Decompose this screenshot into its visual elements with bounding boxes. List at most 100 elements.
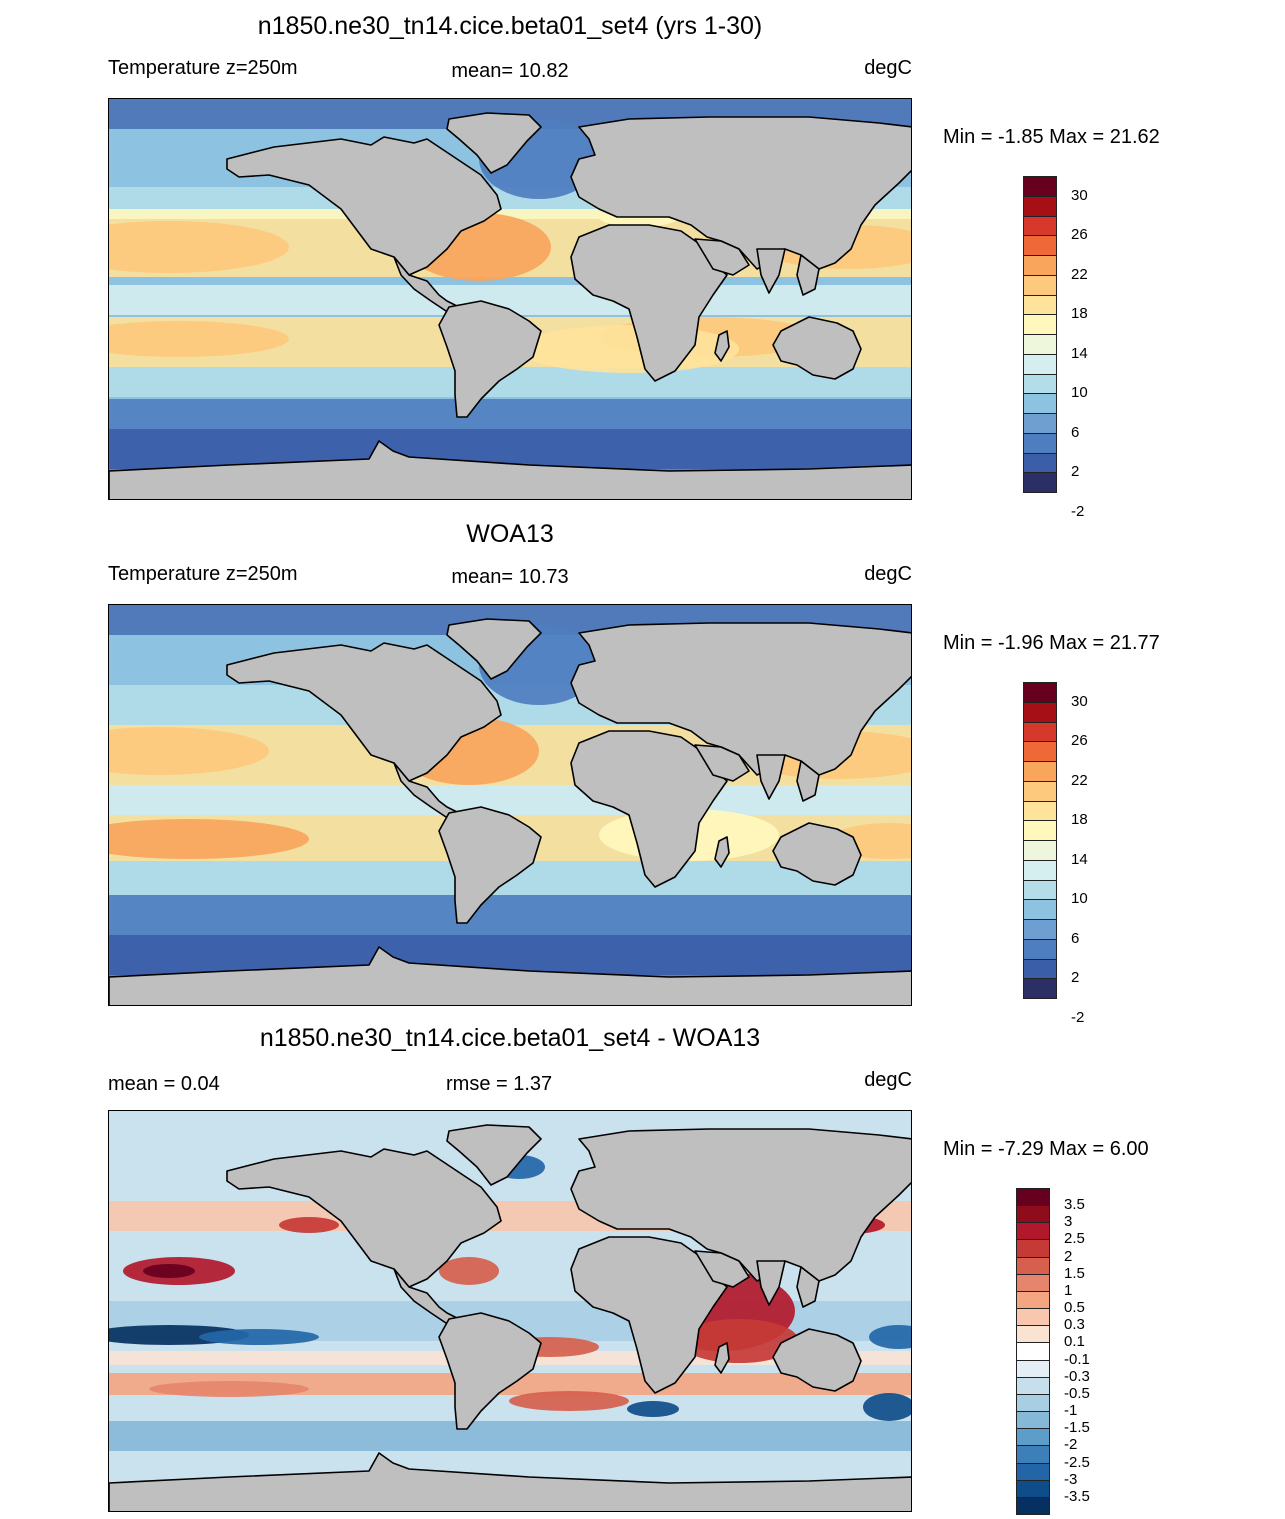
arabia-landmass xyxy=(694,238,750,276)
panel1-title: n1850.ne30_tn14.cice.beta01_set4 (yrs 1-… xyxy=(257,12,763,40)
colorbar-tick-label: 2 xyxy=(1071,969,1080,987)
panel1-units-label: degC xyxy=(864,57,912,79)
colorbar-swatch xyxy=(1023,373,1057,395)
land-layer xyxy=(109,1124,911,1511)
colorbar-swatch xyxy=(1016,1256,1050,1275)
india-landmass xyxy=(756,1260,786,1306)
australia-landmass xyxy=(772,1328,862,1392)
ocean-band xyxy=(109,935,911,975)
colorbar-tick-label: -2 xyxy=(1071,1008,1085,1026)
north-america-landmass xyxy=(226,642,502,782)
antarctica-landmass xyxy=(109,946,911,1005)
colorbar-tick-label: 1 xyxy=(1064,1281,1073,1299)
panel2-map xyxy=(108,604,912,1006)
panel3-title: n1850.ne30_tn14.cice.beta01_set4 - WOA13 xyxy=(259,1024,761,1052)
south-america-landmass xyxy=(438,806,542,924)
colorbar-tick-label: 10 xyxy=(1071,890,1088,908)
colorbar-swatch xyxy=(1016,1290,1050,1310)
panel2-units-label: degC xyxy=(864,563,912,585)
colorbar-tick-label: 26 xyxy=(1071,732,1088,750)
colorbar-swatch xyxy=(1016,1376,1050,1395)
panel1-variable-label: Temperature z=250m xyxy=(108,57,298,79)
colorbar-swatch xyxy=(1023,235,1057,256)
panel2-variable-label: Temperature z=250m xyxy=(108,563,298,585)
colorbar-swatch xyxy=(1023,682,1057,703)
arabia-landmass xyxy=(694,1250,750,1288)
colorbar-swatch xyxy=(1016,1273,1050,1292)
colorbar-swatch xyxy=(1023,314,1057,335)
colorbar-tick-label: 0.1 xyxy=(1064,1333,1085,1351)
south-america-landmass xyxy=(438,300,542,418)
colorbar-tick-label: 6 xyxy=(1071,929,1080,947)
colorbar-tick-label: 6 xyxy=(1071,423,1080,441)
antarctica-landmass xyxy=(109,440,911,499)
colorbar-swatch xyxy=(1023,741,1057,762)
colorbar-swatch xyxy=(1016,1188,1050,1207)
ocean-anomaly xyxy=(199,1329,319,1345)
colorbar-tick-label: -0.5 xyxy=(1064,1384,1090,1402)
colorbar-swatch xyxy=(1023,919,1057,940)
colorbar-tick-label: 22 xyxy=(1071,771,1088,789)
ocean-anomaly xyxy=(149,1381,309,1397)
colorbar-swatch xyxy=(1023,294,1057,316)
colorbar-tick-label: 18 xyxy=(1071,811,1088,829)
north-america-landmass xyxy=(226,1148,502,1288)
colorbar-swatch xyxy=(1023,274,1057,296)
panel1-mean-label: mean= 10.82 xyxy=(451,60,569,82)
colorbar-tick-label: 2.5 xyxy=(1064,1230,1085,1248)
colorbar-tick-label: -1 xyxy=(1064,1402,1078,1420)
colorbar-tick-label: -0.1 xyxy=(1064,1350,1090,1368)
colorbar-swatch xyxy=(1016,1428,1050,1447)
panel3-rmse-label: rmse = 1.37 xyxy=(446,1073,553,1095)
india-landmass xyxy=(756,754,786,800)
colorbar-swatch xyxy=(1023,978,1057,999)
greenland-landmass xyxy=(446,618,542,680)
colorbar-swatch xyxy=(1023,859,1057,881)
colorbar-swatch xyxy=(1023,761,1057,782)
southeast-asia-landmass xyxy=(796,760,820,802)
ocean-band xyxy=(109,429,911,469)
colorbar-tick-label: -0.3 xyxy=(1064,1367,1090,1385)
colorbar-swatch xyxy=(1016,1325,1050,1344)
panel3-units-label: degC xyxy=(864,1069,912,1091)
ocean-anomaly xyxy=(109,819,309,859)
colorbar-swatch xyxy=(1016,1393,1050,1413)
greenland-landmass xyxy=(446,1124,542,1186)
colorbar-swatch xyxy=(1016,1342,1050,1361)
colorbar-tick-label: 30 xyxy=(1071,692,1088,710)
colorbar-swatch xyxy=(1023,840,1057,861)
colorbar-tick-label: 3.5 xyxy=(1064,1196,1085,1214)
ocean-anomaly xyxy=(109,221,289,273)
madagascar-landmass xyxy=(714,1342,730,1374)
ocean-anomaly xyxy=(679,1319,799,1363)
southeast-asia-landmass xyxy=(796,254,820,296)
south-america-landmass xyxy=(438,1312,542,1430)
colorbar-tick-label: 10 xyxy=(1071,384,1088,402)
colorbar-swatch xyxy=(1016,1479,1050,1498)
colorbar-swatch xyxy=(1023,701,1057,723)
colorbar-swatch xyxy=(1016,1239,1050,1258)
australia-landmass xyxy=(772,316,862,380)
colorbar-swatch xyxy=(1023,879,1057,901)
colorbar-swatch xyxy=(1023,393,1057,414)
land-layer xyxy=(109,618,911,1005)
colorbar-tick-label: 2 xyxy=(1064,1247,1073,1265)
colorbar-tick-label: 14 xyxy=(1071,344,1088,362)
colorbar-tick-label: -1.5 xyxy=(1064,1419,1090,1437)
africa-landmass xyxy=(570,730,728,888)
colorbar-swatch xyxy=(1016,1462,1050,1481)
colorbar-swatch xyxy=(1023,334,1057,355)
ocean-anomaly xyxy=(869,1325,911,1349)
colorbar-tick-label: 18 xyxy=(1071,305,1088,323)
colorbar-tick-label: 2 xyxy=(1071,463,1080,481)
colorbar-tick-label: 26 xyxy=(1071,226,1088,244)
colorbar-tick-label: -3 xyxy=(1064,1470,1078,1488)
colorbar-swatch xyxy=(1023,255,1057,276)
colorbar-tick-label: 0.3 xyxy=(1064,1316,1085,1334)
colorbar-tick-label: 22 xyxy=(1071,265,1088,283)
colorbar-swatch xyxy=(1016,1359,1050,1378)
ocean-band xyxy=(109,209,911,219)
panel2-minmax: Min = -1.96 Max = 21.77 xyxy=(943,632,1160,654)
colorbar-tick-label: -3.5 xyxy=(1064,1487,1090,1505)
madagascar-landmass xyxy=(714,330,730,362)
